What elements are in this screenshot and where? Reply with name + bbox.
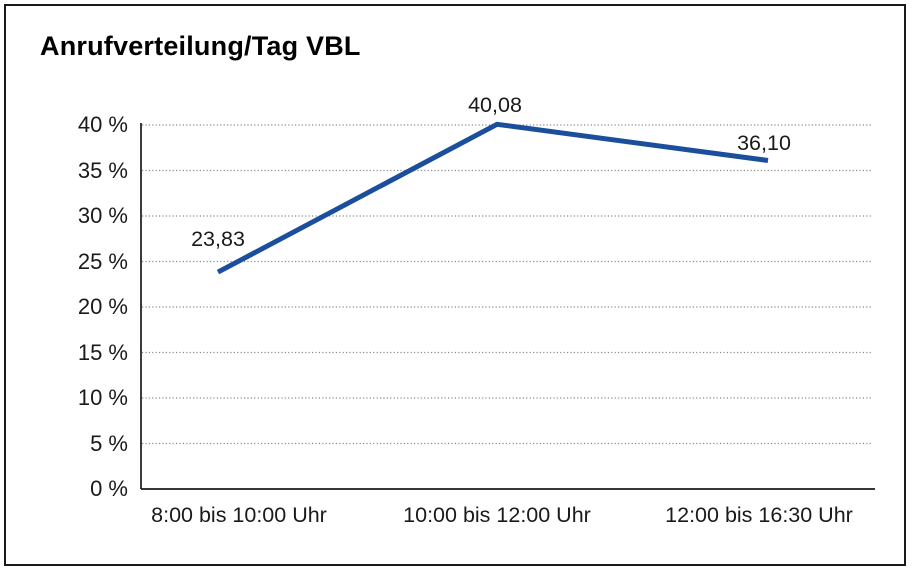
- data-point-label: 23,83: [191, 227, 245, 251]
- y-tick-label: 10 %: [77, 385, 128, 410]
- chart-title: Anrufverteilung/Tag VBL: [40, 31, 361, 61]
- y-tick-label: 15 %: [77, 339, 128, 365]
- y-tick-label: 0 %: [90, 476, 128, 501]
- y-tick-label: 20 %: [77, 294, 128, 319]
- y-tick-label: 5 %: [90, 430, 128, 456]
- x-category-label: 8:00 bis 10:00 Uhr: [151, 503, 327, 527]
- y-tick-label: 35 %: [77, 157, 128, 183]
- x-category-label: 12:00 bis 16:30 Uhr: [665, 503, 853, 527]
- data-point-label: 40,08: [468, 93, 522, 117]
- x-category-label: 10:00 bis 12:00 Uhr: [403, 503, 591, 527]
- y-tick-label: 30 %: [77, 203, 128, 228]
- y-tick-label: 25 %: [77, 248, 128, 274]
- data-point-label: 36,10: [737, 131, 791, 155]
- data-series-line: [216, 121, 769, 275]
- y-tick-label: 40 %: [77, 112, 128, 137]
